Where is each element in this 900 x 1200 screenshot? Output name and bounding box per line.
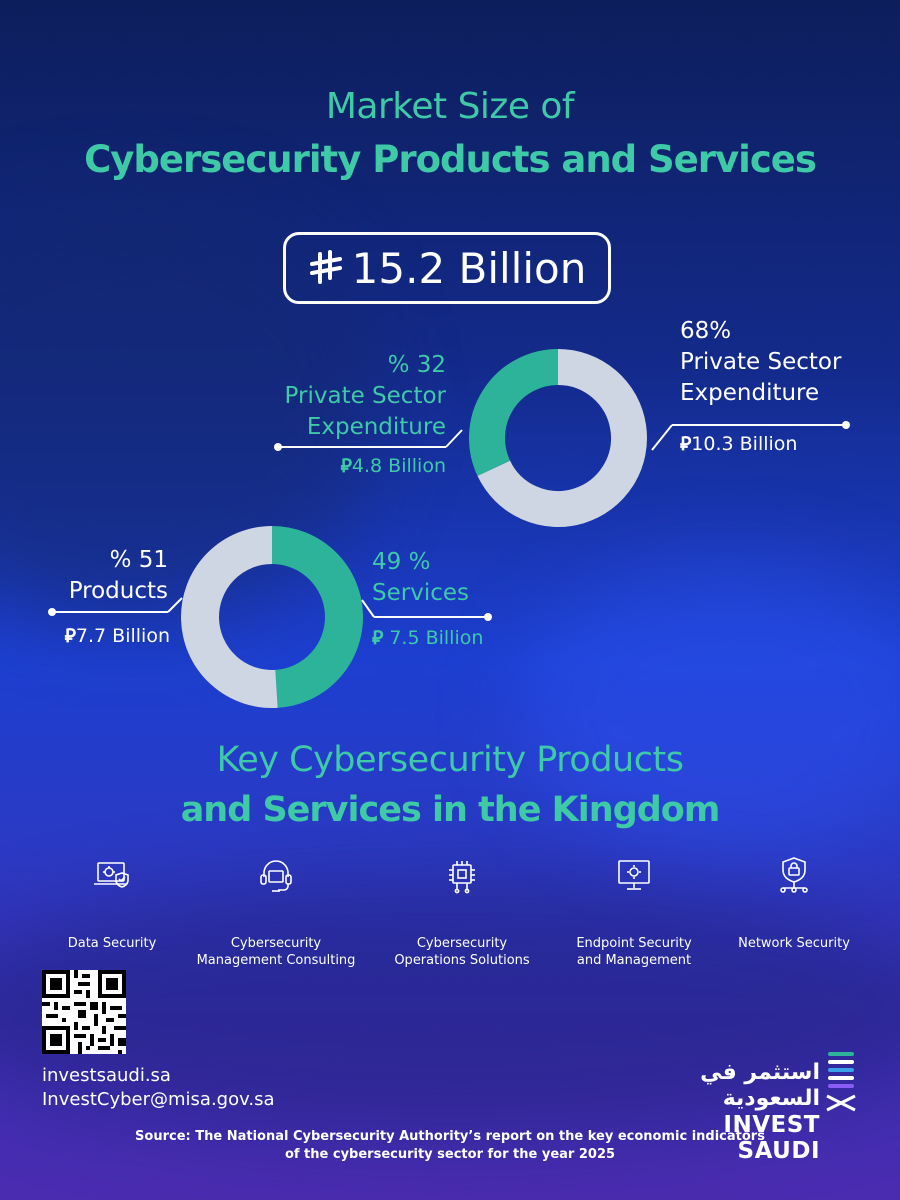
donut1-right-name-l2: Expenditure	[680, 380, 820, 406]
total-market-size-box: 15.2 Billion	[283, 232, 611, 304]
category-label-line1: Data Security	[67, 936, 157, 951]
donut1-left-amount-row: ⃁4.8 Billion	[290, 454, 446, 478]
invest-saudi-emblem-icon	[826, 1052, 856, 1112]
donut1-left-percent: % 32	[387, 352, 446, 378]
donut-chart-private-sector	[469, 349, 647, 527]
riyal-symbol-icon: ⃁	[64, 625, 76, 647]
donut1-right-label: 68% Private Sector Expenditure	[680, 316, 890, 409]
donut2-right-name: Services	[372, 580, 469, 606]
donut1-right-name-l1: Private Sector	[680, 349, 842, 375]
email-link[interactable]: InvestCyber@misa.gov.sa	[42, 1089, 275, 1110]
invest-saudi-logo: استثمر في السعودية INVEST SAUDI	[640, 1060, 820, 1164]
category-label: Endpoint Security and Management	[554, 935, 714, 969]
category-network-security: Network Security	[714, 855, 874, 952]
consulting-headset-icon	[260, 860, 292, 892]
category-operations-solutions: Cybersecurity Operations Solutions	[382, 855, 542, 969]
section2-title-line2: and Services in the Kingdom	[180, 790, 721, 830]
source-line1: Source: The National Cybersecurity Autho…	[135, 1129, 765, 1144]
donut2-left-amount-row: ⃁7.7 Billion	[40, 624, 170, 648]
data-security-icon	[94, 862, 129, 888]
donut-charts-svg	[48, 349, 850, 708]
donut-slice-private-sector-expenditure	[469, 349, 559, 476]
riyal-symbol-icon: ⃁	[680, 433, 692, 455]
donut1-right-percent: 68%	[680, 318, 732, 344]
donut1-left-name-l2: Expenditure	[306, 414, 446, 440]
qr-code[interactable]	[42, 970, 126, 1054]
source-line2: of the cybersecurity sector for the year…	[284, 1147, 616, 1162]
network-lock-icon	[780, 857, 808, 893]
leader-dot-donut1-right	[842, 421, 850, 429]
category-label: Network Security	[714, 935, 874, 952]
donut1-right-amount-row: ⃁10.3 Billion	[680, 432, 880, 456]
logo-english-text: INVEST SAUDI	[723, 1112, 820, 1164]
leader-dot-donut2-right	[484, 613, 492, 621]
category-label-line1: Network Security	[738, 936, 850, 951]
donut2-left-label: % 51 Products	[50, 545, 168, 607]
category-endpoint-security: Endpoint Security and Management	[554, 855, 714, 969]
category-label-line1: Cybersecurity	[416, 936, 508, 951]
leader-line-donut1-right	[651, 424, 673, 451]
category-label-line2: and Management	[576, 953, 692, 968]
category-label-line1: Endpoint Security	[576, 936, 692, 951]
category-label-line2: Operations Solutions	[394, 953, 530, 968]
source-note: Source: The National Cybersecurity Autho…	[0, 1128, 900, 1164]
contact-block: investsaudi.sa InvestCyber@misa.gov.sa	[42, 1064, 275, 1112]
category-label: Data Security	[32, 935, 192, 952]
category-label: Cybersecurity Operations Solutions	[382, 935, 542, 969]
riyal-symbol-icon	[309, 250, 342, 284]
category-label: Cybersecurity Management Consulting	[196, 935, 356, 969]
donut2-right-percent: 49 %	[372, 549, 431, 575]
riyal-symbol-icon: ⃁	[372, 627, 384, 649]
donut-slice-private-sector-expenditure	[477, 349, 647, 527]
leader-dot-donut1-left	[274, 443, 282, 451]
total-amount: 15.2 Billion	[351, 243, 587, 293]
leader-dot-donut2-left	[48, 608, 56, 616]
logo-arabic-text: استثمر في السعودية	[700, 1060, 820, 1111]
leader-line-donut2-right	[361, 599, 375, 618]
donut1-left-amount: 4.8 Billion	[351, 455, 446, 477]
donut2-right-amount: 7.5 Billion	[383, 627, 484, 649]
donut2-left-percent: % 51	[109, 547, 168, 573]
donut2-left-amount: 7.7 Billion	[75, 625, 170, 647]
donut2-right-label: 49 % Services	[372, 547, 512, 609]
website-link[interactable]: investsaudi.sa	[42, 1065, 171, 1086]
donut-slice-products	[181, 526, 278, 708]
category-data-security: Data Security	[32, 855, 192, 952]
category-label-line2: Management Consulting	[196, 953, 356, 968]
donut1-right-amount: 10.3 Billion	[691, 433, 798, 455]
page-title-line2: Cybersecurity Products and Services	[84, 138, 817, 181]
category-management-consulting: Cybersecurity Management Consulting	[196, 855, 356, 969]
operations-chip-icon	[449, 861, 475, 894]
leader-line-donut1-left-tick	[445, 429, 463, 448]
donut1-left-name-l1: Private Sector	[284, 383, 446, 409]
donut-chart-products-services	[181, 526, 363, 708]
riyal-symbol-icon: ⃁	[340, 455, 352, 477]
leader-lines	[52, 424, 846, 618]
endpoint-monitor-icon	[618, 860, 650, 890]
donut2-left-name: Products	[68, 578, 168, 604]
category-label-line1: Cybersecurity	[230, 936, 322, 951]
donut1-left-label: % 32 Private Sector Expenditure	[240, 350, 446, 443]
donut2-right-amount-row: ⃁ 7.5 Billion	[372, 626, 512, 650]
donut-slice-services	[271, 526, 363, 708]
page-title-line1: Market Size of	[325, 86, 575, 127]
leader-line-donut2-left-tick	[167, 597, 183, 613]
section2-title-line1: Key Cybersecurity Products	[216, 740, 684, 780]
